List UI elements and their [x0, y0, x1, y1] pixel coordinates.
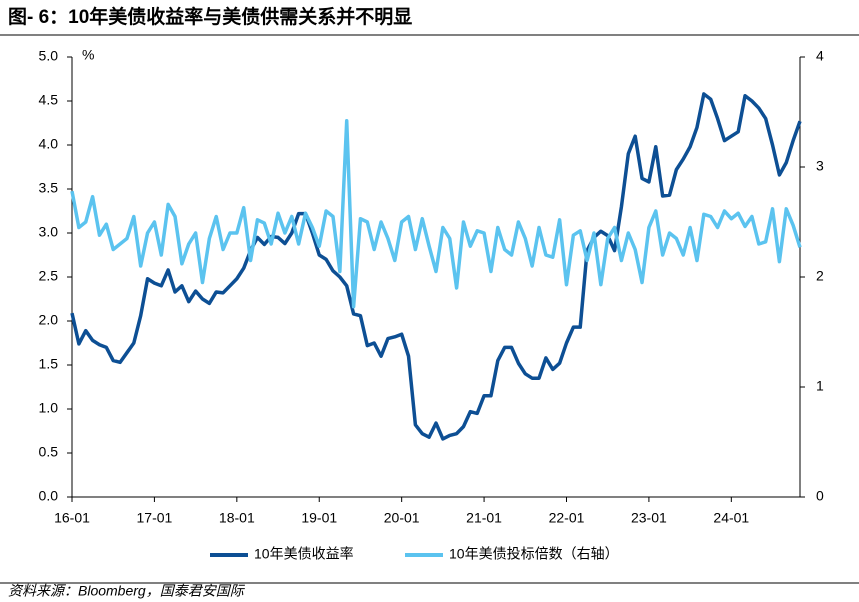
- y2-tick-label: 4: [816, 48, 824, 64]
- x-tick-label: 18-01: [219, 510, 255, 526]
- y2-tick-label: 0: [816, 488, 824, 504]
- y-tick-label: 2.0: [39, 312, 59, 328]
- y2-tick-label: 2: [816, 268, 824, 284]
- y-tick-label: 0.5: [39, 444, 59, 460]
- series-line: [70, 119, 802, 309]
- x-tick-label: 21-01: [466, 510, 502, 526]
- y-tick-label: 5.0: [39, 48, 59, 64]
- x-tick-label: 24-01: [713, 510, 749, 526]
- x-tick-label: 22-01: [549, 510, 585, 526]
- chart-title: 图- 6：10年美债收益率与美债供需关系并不明显: [8, 5, 412, 28]
- y-tick-label: 4.0: [39, 136, 59, 152]
- source: 资料来源：Bloomberg，国泰君安国际: [8, 583, 246, 599]
- y2-tick-label: 3: [816, 158, 824, 174]
- legend-label: 10年美债投标倍数（右轴）: [449, 546, 619, 562]
- legend-label: 10年美债收益率: [254, 546, 354, 562]
- x-tick-label: 20-01: [384, 510, 420, 526]
- x-tick-label: 23-01: [631, 510, 667, 526]
- x-tick-label: 16-01: [54, 510, 90, 526]
- y-tick-label: 3.0: [39, 224, 59, 240]
- series-line: [70, 92, 802, 441]
- y2-tick-label: 1: [816, 378, 824, 394]
- x-tick-label: 17-01: [137, 510, 173, 526]
- y-tick-label: 2.5: [39, 268, 59, 284]
- y-tick-label: 1.5: [39, 356, 59, 372]
- x-tick-label: 19-01: [301, 510, 337, 526]
- y-tick-label: 4.5: [39, 92, 59, 108]
- y-tick-label: 0.0: [39, 488, 59, 504]
- y-tick-label: 1.0: [39, 400, 59, 416]
- y-tick-label: 3.5: [39, 180, 59, 196]
- y-unit: %: [82, 47, 94, 63]
